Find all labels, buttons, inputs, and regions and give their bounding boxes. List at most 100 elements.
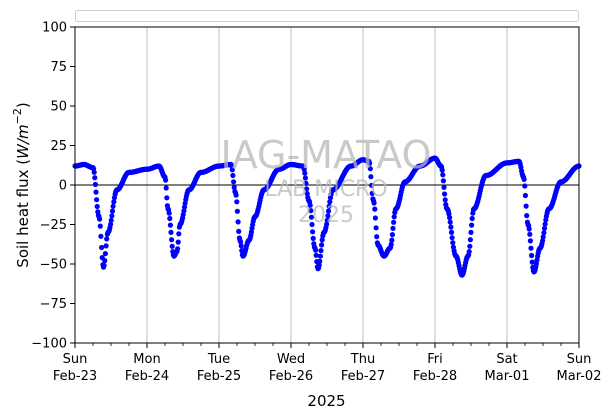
data-point [469, 215, 475, 222]
y-tick-label: −50 [40, 258, 67, 273]
data-point [313, 252, 319, 258]
data-point [236, 228, 242, 234]
data-point [91, 169, 97, 175]
data-point [326, 203, 332, 209]
data-point [389, 232, 395, 238]
data-point [304, 191, 310, 197]
data-point [450, 240, 456, 246]
data-point [168, 229, 174, 235]
data-point [529, 259, 535, 265]
data-point [175, 239, 181, 245]
data-point [97, 223, 103, 229]
data-point [309, 221, 315, 228]
data-point [367, 160, 373, 166]
data-point [175, 246, 181, 252]
x-tick-day: Thu [350, 352, 375, 367]
x-tick-day: Tue [207, 352, 230, 367]
x-tick-day: Mon [133, 352, 160, 367]
data-point [524, 213, 530, 219]
x-tick-day: Wed [277, 352, 305, 367]
data-point [442, 197, 448, 203]
data-point [169, 243, 175, 249]
data-point [390, 225, 396, 231]
data-point [302, 175, 308, 181]
y-axis-label-main: Soil heat flux ( [14, 159, 32, 268]
data-point [522, 183, 528, 189]
data-point [325, 208, 332, 214]
data-point [163, 177, 169, 183]
data-point [467, 243, 473, 249]
data-point [391, 219, 397, 225]
data-point [102, 251, 108, 257]
data-point [527, 238, 534, 244]
data-point [528, 245, 534, 251]
data-point [391, 214, 397, 220]
data-point [317, 258, 323, 264]
data-point [108, 221, 114, 227]
data-point [166, 210, 172, 216]
data-point [238, 243, 244, 249]
data-point [521, 176, 527, 182]
data-point [368, 174, 374, 180]
data-point [318, 248, 324, 254]
data-point [389, 237, 395, 243]
data-point [94, 203, 100, 210]
data-point [448, 224, 454, 230]
data-point [229, 163, 235, 169]
data-point [167, 222, 173, 228]
data-point [104, 236, 110, 242]
y-tick-label: −100 [31, 337, 67, 352]
data-point [369, 182, 375, 188]
data-point [310, 235, 316, 241]
watermark-line3: 2025 [298, 203, 354, 228]
x-tick-label: Feb-28 [413, 369, 457, 384]
data-point [372, 206, 378, 212]
x-tick-label: Feb-26 [269, 369, 313, 384]
data-point [388, 241, 394, 247]
data-point [103, 243, 109, 249]
data-point [440, 178, 446, 184]
x-tick-day: Sat [496, 352, 517, 367]
x-tick-label: Feb-25 [197, 369, 241, 384]
data-point [303, 180, 309, 186]
data-point [529, 252, 535, 259]
data-point [101, 262, 107, 268]
y-axis: 100 75 50 25 0 −25 −50 −75 −100 [31, 21, 75, 352]
data-point [99, 244, 105, 251]
series-points [72, 155, 582, 278]
data-point [541, 230, 547, 236]
data-point [522, 192, 529, 199]
data-point [97, 216, 103, 222]
x-tick-day: Fri [427, 352, 443, 367]
data-point [374, 234, 380, 240]
data-point [369, 190, 375, 196]
data-point [109, 208, 116, 214]
y-tick-label: −75 [40, 297, 67, 312]
data-point [324, 217, 330, 223]
data-point [231, 184, 237, 191]
data-point [110, 203, 116, 209]
data-point [447, 219, 453, 225]
data-point [527, 231, 533, 237]
data-point [540, 234, 546, 240]
x-axis-label: 2025 [307, 392, 345, 410]
y-tick-label: 0 [59, 179, 67, 194]
data-point [319, 242, 325, 248]
data-point [163, 185, 169, 191]
data-point [467, 237, 473, 243]
data-point [327, 199, 333, 205]
data-point [440, 172, 446, 178]
data-point [468, 229, 474, 235]
data-point [449, 235, 455, 241]
data-point [176, 231, 182, 237]
data-point [371, 200, 377, 206]
data-point [310, 229, 316, 235]
data-point [307, 202, 313, 208]
data-point [102, 258, 108, 264]
data-point [441, 184, 447, 190]
data-point [94, 197, 100, 203]
data-point [92, 175, 98, 181]
data-point [308, 208, 314, 214]
data-point [523, 203, 529, 209]
